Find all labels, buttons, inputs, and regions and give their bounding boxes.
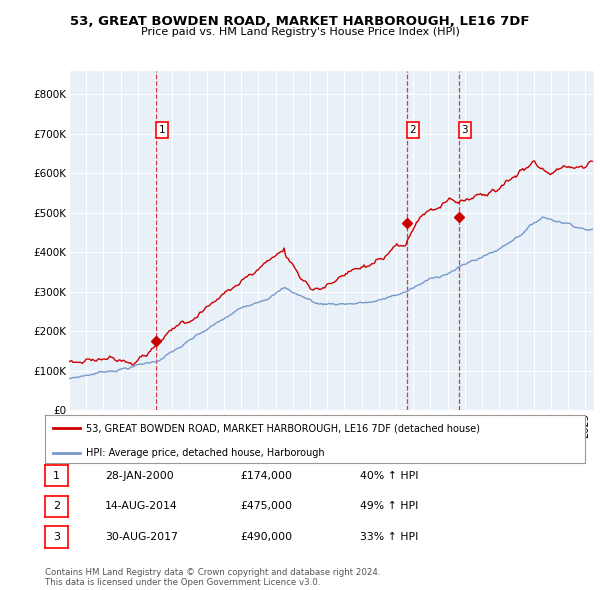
Text: 53, GREAT BOWDEN ROAD, MARKET HARBOROUGH, LE16 7DF: 53, GREAT BOWDEN ROAD, MARKET HARBOROUGH… [70, 15, 530, 28]
Text: 1: 1 [159, 125, 166, 135]
Text: 1: 1 [53, 471, 60, 480]
Text: £475,000: £475,000 [240, 502, 292, 511]
Text: Price paid vs. HM Land Registry's House Price Index (HPI): Price paid vs. HM Land Registry's House … [140, 27, 460, 37]
Text: 14-AUG-2014: 14-AUG-2014 [105, 502, 178, 511]
Text: 2: 2 [53, 502, 60, 511]
Text: 2: 2 [409, 125, 416, 135]
Text: 3: 3 [53, 532, 60, 542]
Text: Contains HM Land Registry data © Crown copyright and database right 2024.
This d: Contains HM Land Registry data © Crown c… [45, 568, 380, 587]
Text: 40% ↑ HPI: 40% ↑ HPI [360, 471, 419, 480]
Text: £174,000: £174,000 [240, 471, 292, 480]
Text: 30-AUG-2017: 30-AUG-2017 [105, 532, 178, 542]
Text: £490,000: £490,000 [240, 532, 292, 542]
Text: 33% ↑ HPI: 33% ↑ HPI [360, 532, 418, 542]
Text: 28-JAN-2000: 28-JAN-2000 [105, 471, 174, 480]
Text: 53, GREAT BOWDEN ROAD, MARKET HARBOROUGH, LE16 7DF (detached house): 53, GREAT BOWDEN ROAD, MARKET HARBOROUGH… [86, 423, 479, 433]
Text: 49% ↑ HPI: 49% ↑ HPI [360, 502, 418, 511]
Text: 3: 3 [461, 125, 468, 135]
Text: HPI: Average price, detached house, Harborough: HPI: Average price, detached house, Harb… [86, 447, 324, 457]
